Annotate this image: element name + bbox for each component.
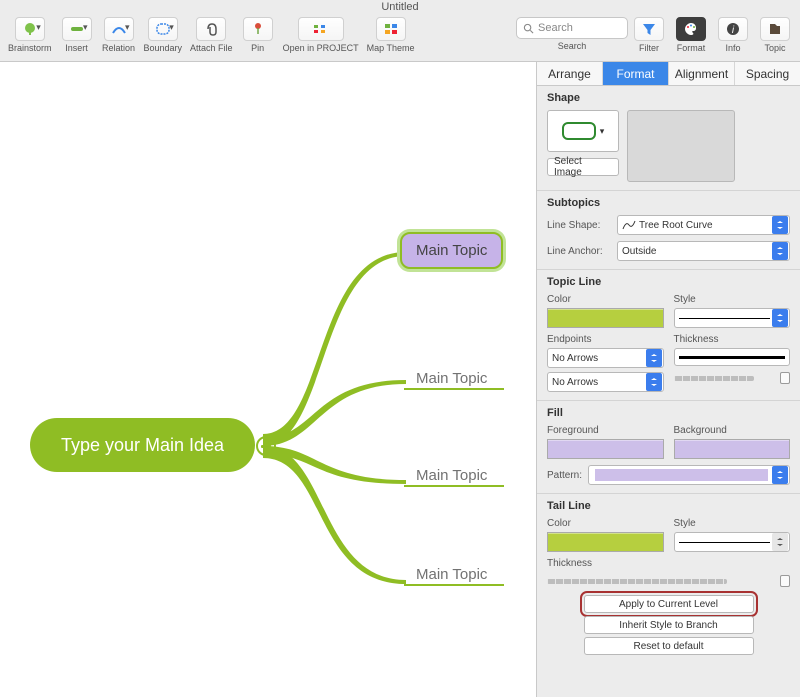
pattern-label: Pattern: (547, 470, 582, 481)
inherit-style-button[interactable]: Inherit Style to Branch (584, 616, 754, 634)
tail-style-select[interactable] (674, 532, 791, 552)
map-theme-label: Map Theme (367, 43, 415, 53)
topic-line-section: Topic Line Color Style Endpoints No Arro… (537, 270, 800, 401)
tail-line-heading: Tail Line (547, 500, 790, 512)
pin-button[interactable]: Pin (237, 15, 279, 53)
filter-label: Filter (639, 43, 659, 53)
map-theme-button[interactable]: Map Theme (363, 15, 419, 53)
tail-line-section: Tail Line Color Style Thickness Apply to… (537, 494, 800, 663)
tab-format[interactable]: Format (603, 62, 669, 85)
topic-line-style-select[interactable] (674, 308, 791, 328)
inspector-tabs: Arrange Format Alignment Spacing (537, 62, 800, 86)
filter-button[interactable]: Filter (628, 15, 670, 53)
select-image-button[interactable]: Select Image (547, 158, 619, 176)
foreground-label: Foreground (547, 425, 664, 436)
info-button[interactable]: i Info (712, 15, 754, 53)
tail-thickness-label: Thickness (547, 558, 790, 569)
window-title: Untitled (0, 0, 800, 15)
mindmap-canvas[interactable]: Type your Main Idea Main Topic Main Topi… (0, 62, 536, 697)
shape-section: Shape ▾ Select Image (537, 86, 800, 191)
inspector-panel: Arrange Format Alignment Spacing Shape ▾… (536, 62, 800, 697)
format-toolbar-label: Format (677, 43, 706, 53)
foreground-swatch[interactable] (547, 439, 664, 459)
color-label: Color (547, 294, 664, 305)
format-toolbar-button[interactable]: Format (670, 15, 712, 53)
line-anchor-label: Line Anchor: (547, 246, 611, 257)
search-icon (523, 23, 534, 34)
topic-label: Main Topic (416, 370, 487, 387)
topic-label: Topic (764, 43, 785, 53)
main-idea-text: Type your Main Idea (61, 435, 224, 456)
endpoint-start-select[interactable]: No Arrows (547, 348, 664, 368)
endpoints-label: Endpoints (547, 334, 664, 345)
relation-button[interactable]: Relation (98, 15, 140, 53)
open-in-project-label: Open in PROJECT (283, 43, 359, 53)
thickness-label: Thickness (674, 334, 791, 345)
curve-icon (622, 220, 636, 230)
background-swatch[interactable] (674, 439, 791, 459)
thickness-preview (674, 348, 791, 366)
search-group: Search Search (516, 15, 628, 51)
main-toolbar: Brainstorm Insert Relation Boundary Atta… (0, 15, 800, 62)
topic-button[interactable]: Topic (754, 15, 796, 53)
relation-label: Relation (102, 43, 135, 53)
background-label: Background (674, 425, 791, 436)
search-label: Search (558, 41, 587, 51)
rounded-rect-icon (562, 122, 596, 140)
tail-style-label: Style (674, 518, 791, 529)
shape-picker[interactable]: ▾ (547, 110, 619, 152)
pin-label: Pin (251, 43, 264, 53)
endpoint-value: No Arrows (552, 377, 644, 388)
endpoint-end-select[interactable]: No Arrows (547, 372, 664, 392)
search-placeholder: Search (538, 22, 573, 34)
boundary-button[interactable]: Boundary (140, 15, 187, 53)
info-label: Info (725, 43, 740, 53)
topic-underline (404, 485, 504, 487)
subtopics-section: Subtopics Line Shape: Tree Root Curve Li… (537, 191, 800, 270)
tab-arrange[interactable]: Arrange (537, 62, 603, 85)
line-anchor-select[interactable]: Outside (617, 241, 790, 261)
topic-line-color-swatch[interactable] (547, 308, 664, 328)
tab-spacing[interactable]: Spacing (735, 62, 800, 85)
insert-label: Insert (65, 43, 88, 53)
brainstorm-button[interactable]: Brainstorm (4, 15, 56, 53)
main-idea-node[interactable]: Type your Main Idea (30, 418, 255, 472)
topic-label: Main Topic (416, 242, 487, 259)
topic-line-heading: Topic Line (547, 276, 790, 288)
style-label: Style (674, 294, 791, 305)
reset-default-button[interactable]: Reset to default (584, 637, 754, 655)
line-shape-select[interactable]: Tree Root Curve (617, 215, 790, 235)
pattern-select[interactable] (588, 465, 790, 485)
attach-file-button[interactable]: Attach File (186, 15, 237, 53)
tail-thickness-slider[interactable] (547, 573, 790, 589)
topic-label: Main Topic (416, 467, 487, 484)
connectors (258, 212, 418, 642)
subtopics-heading: Subtopics (547, 197, 790, 209)
attach-file-label: Attach File (190, 43, 233, 53)
topic-label: Main Topic (416, 566, 487, 583)
shape-heading: Shape (547, 92, 790, 104)
tail-color-swatch[interactable] (547, 532, 664, 552)
line-anchor-value: Outside (622, 246, 770, 257)
endpoint-value: No Arrows (552, 353, 644, 364)
fill-section: Fill Foreground Background Pattern: (537, 401, 800, 494)
boundary-label: Boundary (144, 43, 183, 53)
search-input[interactable]: Search (516, 17, 628, 39)
insert-button[interactable]: Insert (56, 15, 98, 53)
apply-to-level-button[interactable]: Apply to Current Level (584, 595, 754, 613)
collapse-toggle[interactable] (256, 436, 276, 456)
tail-color-label: Color (547, 518, 664, 529)
tab-alignment[interactable]: Alignment (669, 62, 735, 85)
topic-underline (404, 584, 504, 586)
fill-heading: Fill (547, 407, 790, 419)
brainstorm-label: Brainstorm (8, 43, 52, 53)
line-shape-label: Line Shape: (547, 220, 611, 231)
line-shape-value: Tree Root Curve (636, 220, 770, 231)
topic-underline (404, 388, 504, 390)
image-well[interactable] (627, 110, 735, 182)
topic-node-selected[interactable]: Main Topic (400, 232, 503, 269)
open-in-project-button[interactable]: Open in PROJECT (279, 15, 363, 53)
topic-line-thickness-slider[interactable] (674, 370, 791, 386)
